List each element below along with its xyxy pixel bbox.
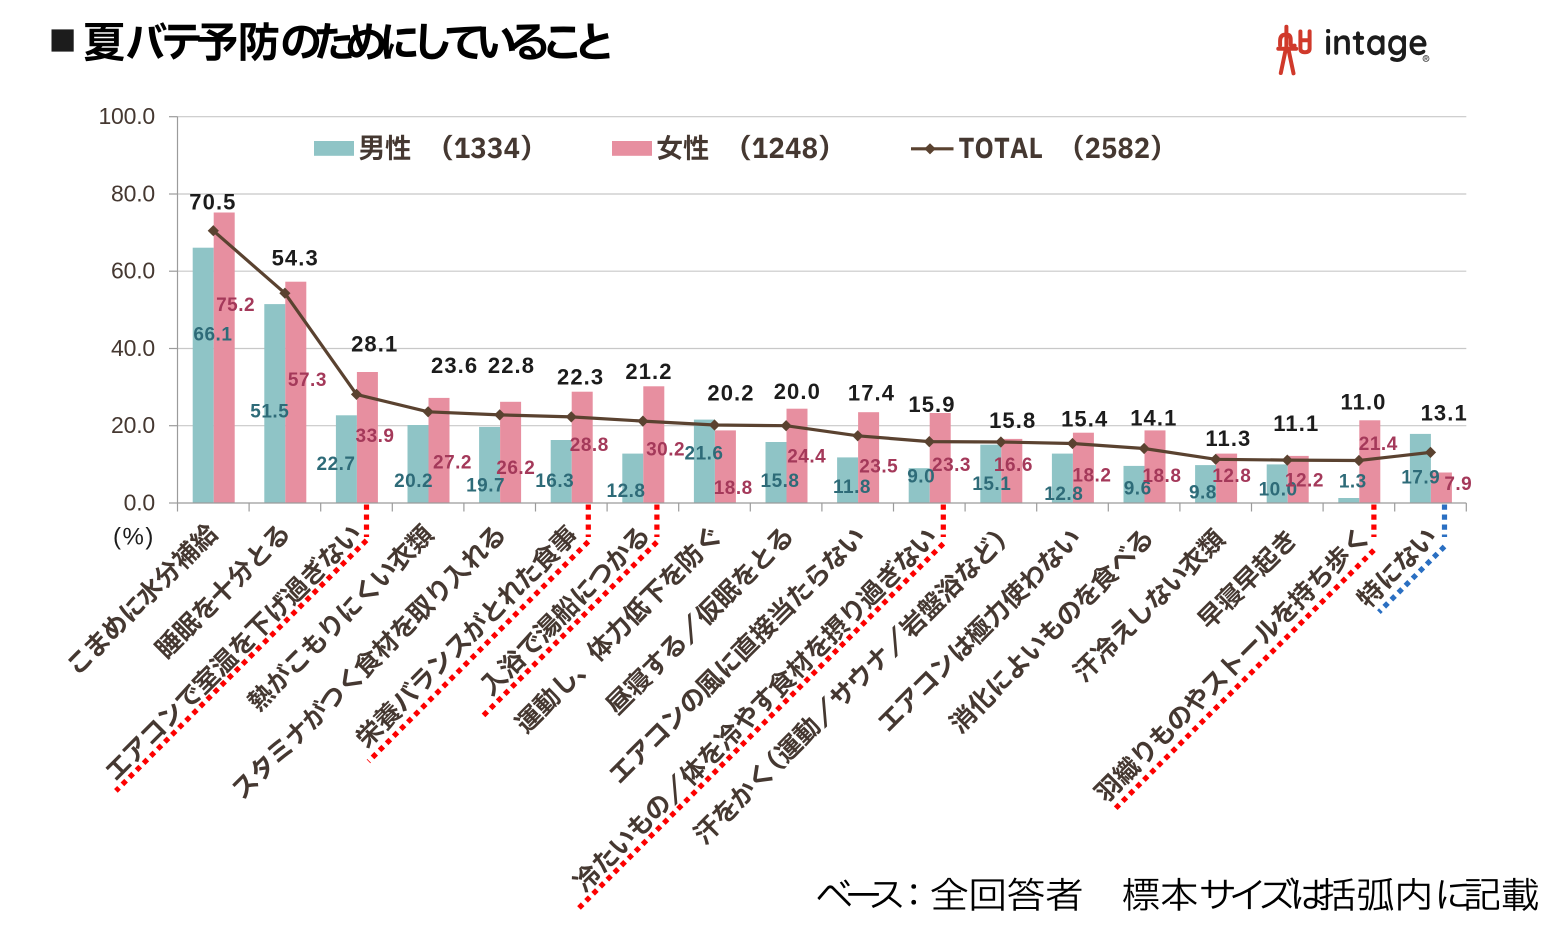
svg-text:18.2: 18.2 xyxy=(1072,465,1111,486)
svg-text:22.7: 22.7 xyxy=(317,454,356,475)
svg-text:20.2: 20.2 xyxy=(394,471,433,492)
svg-text:100.0: 100.0 xyxy=(98,103,155,129)
svg-text:12.8: 12.8 xyxy=(607,481,646,502)
svg-text:23.3: 23.3 xyxy=(932,455,971,476)
svg-text:9.0: 9.0 xyxy=(907,467,935,488)
svg-text:75.2: 75.2 xyxy=(216,295,255,316)
svg-text:19.7: 19.7 xyxy=(466,475,505,496)
svg-text:27.2: 27.2 xyxy=(433,452,472,473)
svg-text:30.2: 30.2 xyxy=(646,439,685,460)
svg-text:66.1: 66.1 xyxy=(193,325,232,346)
svg-text:14.1: 14.1 xyxy=(1130,406,1177,431)
svg-text:9.6: 9.6 xyxy=(1124,478,1152,499)
svg-text:1.3: 1.3 xyxy=(1339,472,1367,493)
svg-text:20.0: 20.0 xyxy=(774,379,821,404)
svg-text:18.8: 18.8 xyxy=(714,478,753,499)
svg-text:70.5: 70.5 xyxy=(189,189,236,214)
svg-text:12.8: 12.8 xyxy=(1212,466,1251,487)
svg-text:21.2: 21.2 xyxy=(625,359,672,384)
svg-text:7.9: 7.9 xyxy=(1444,474,1472,495)
svg-text:11.0: 11.0 xyxy=(1340,390,1386,415)
svg-text:23.5: 23.5 xyxy=(859,457,898,478)
svg-text:18.8: 18.8 xyxy=(1142,466,1181,487)
svg-text:21.4: 21.4 xyxy=(1359,434,1398,455)
svg-text:24.4: 24.4 xyxy=(787,447,826,468)
svg-text:20.0: 20.0 xyxy=(111,412,155,438)
svg-text:R: R xyxy=(1424,56,1428,62)
svg-text:28.8: 28.8 xyxy=(570,435,609,456)
svg-text:80.0: 80.0 xyxy=(111,180,155,206)
svg-text:15.8: 15.8 xyxy=(989,408,1036,433)
svg-text:21.6: 21.6 xyxy=(685,444,724,465)
svg-text:57.3: 57.3 xyxy=(288,370,327,391)
svg-text:15.1: 15.1 xyxy=(972,474,1011,495)
svg-text:15.9: 15.9 xyxy=(908,392,955,417)
svg-text:11.1: 11.1 xyxy=(1273,411,1319,436)
svg-text:15.8: 15.8 xyxy=(761,471,800,492)
svg-text:9.8: 9.8 xyxy=(1189,482,1217,503)
svg-text:10.0: 10.0 xyxy=(1259,480,1298,501)
svg-text:0.0: 0.0 xyxy=(124,489,155,515)
svg-text:11.8: 11.8 xyxy=(833,477,871,498)
svg-text:33.9: 33.9 xyxy=(356,426,395,447)
svg-text:26.2: 26.2 xyxy=(496,458,535,479)
svg-text:12.8: 12.8 xyxy=(1044,484,1083,505)
svg-text:12.2: 12.2 xyxy=(1285,470,1324,491)
svg-text:17.4: 17.4 xyxy=(848,381,895,406)
svg-text:22.3: 22.3 xyxy=(557,365,604,390)
svg-text:11.3: 11.3 xyxy=(1205,426,1251,451)
svg-text:20.2: 20.2 xyxy=(707,381,754,406)
svg-text:51.5: 51.5 xyxy=(250,402,289,423)
svg-text:22.8: 22.8 xyxy=(488,353,535,378)
svg-text:60.0: 60.0 xyxy=(111,258,155,284)
svg-text:40.0: 40.0 xyxy=(111,335,155,361)
svg-text:15.4: 15.4 xyxy=(1061,407,1108,432)
svg-text:23.6: 23.6 xyxy=(431,353,478,378)
svg-text:54.3: 54.3 xyxy=(272,245,319,270)
svg-text:13.1: 13.1 xyxy=(1421,400,1468,425)
svg-text:28.1: 28.1 xyxy=(351,332,398,357)
svg-text:17.9: 17.9 xyxy=(1401,468,1440,489)
svg-text:16.6: 16.6 xyxy=(994,455,1033,476)
svg-text:(%): (%) xyxy=(113,524,155,551)
svg-text:16.3: 16.3 xyxy=(535,471,574,492)
